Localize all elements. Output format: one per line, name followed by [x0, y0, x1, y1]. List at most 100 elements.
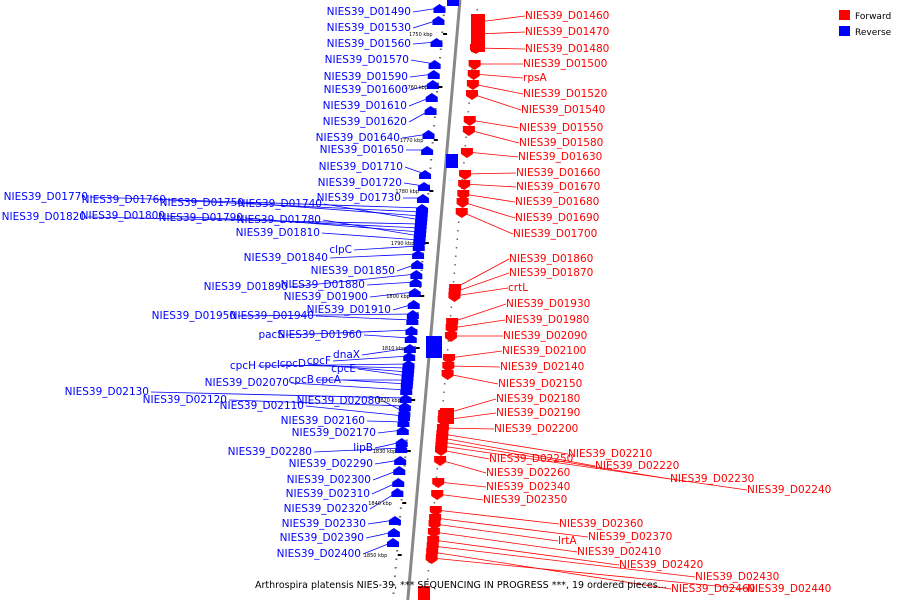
gene-label[interactable]: NIES39_D02300: [287, 474, 371, 486]
gene-label[interactable]: NIES39_D01800: [81, 210, 165, 222]
gene-label[interactable]: NIES39_D01560: [327, 38, 411, 50]
gene-label[interactable]: NIES39_D02100: [502, 345, 586, 357]
gene-label[interactable]: NIES39_D02260: [486, 467, 570, 479]
gene-label[interactable]: cpcE: [331, 363, 356, 375]
gene-label[interactable]: cpcF: [307, 355, 331, 367]
gene-label[interactable]: NIES39_D01650: [320, 144, 404, 156]
gene-label[interactable]: NIES39_D01580: [519, 137, 603, 149]
gene-label[interactable]: NIES39_D02360: [559, 518, 643, 530]
gene-label[interactable]: NIES39_D01820: [2, 211, 86, 223]
gene-label[interactable]: cpcB: [289, 374, 314, 386]
gene-label[interactable]: crtL: [508, 282, 528, 294]
gene-label[interactable]: NIES39_D02150: [498, 378, 582, 390]
gene-label[interactable]: NIES39_D01890: [204, 281, 288, 293]
gene-label[interactable]: NIES39_D01500: [523, 58, 607, 70]
gene-label[interactable]: NIES39_D01710: [319, 161, 403, 173]
gene-label[interactable]: NIES39_D02210: [568, 448, 652, 460]
gene-label[interactable]: NIES39_D02440: [747, 583, 831, 595]
gene-label[interactable]: cpcI: [259, 359, 280, 371]
gene-label[interactable]: pacS: [258, 329, 284, 341]
gene-label[interactable]: NIES39_D02370: [588, 531, 672, 543]
gene-label[interactable]: NIES39_D01670: [516, 181, 600, 193]
gene-label[interactable]: NIES39_D01470: [525, 26, 609, 38]
gene-label[interactable]: NIES39_D02410: [577, 546, 661, 558]
gene-label[interactable]: lrtA: [558, 535, 577, 547]
gene-label[interactable]: NIES39_D01790: [159, 212, 243, 224]
gene-label[interactable]: NIES39_D01490: [327, 6, 411, 18]
gene-label[interactable]: NIES39_D01590: [324, 71, 408, 83]
gene-label[interactable]: NIES39_D02340: [486, 481, 570, 493]
gene-label[interactable]: NIES39_D01880: [281, 279, 365, 291]
gene-label[interactable]: NIES39_D01730: [317, 192, 401, 204]
gene-label[interactable]: NIES39_D02220: [595, 460, 679, 472]
gene-label[interactable]: NIES39_D01530: [327, 22, 411, 34]
gene-label[interactable]: NIES39_D01810: [236, 227, 320, 239]
gene-label[interactable]: NIES39_D01900: [284, 291, 368, 303]
gene-label[interactable]: NIES39_D02390: [280, 532, 364, 544]
gene-label[interactable]: NIES39_D02190: [496, 407, 580, 419]
gene-label[interactable]: NIES39_D02330: [282, 518, 366, 530]
gene-label[interactable]: dnaX: [333, 349, 360, 361]
gene-label[interactable]: NIES39_D01680: [515, 196, 599, 208]
gene-label[interactable]: NIES39_D01570: [325, 54, 409, 66]
gene-label[interactable]: NIES39_D01780: [237, 214, 321, 226]
gene-label[interactable]: NIES39_D01860: [509, 253, 593, 265]
gene-label[interactable]: NIES39_D02290: [289, 458, 373, 470]
gene-label[interactable]: NIES39_D02280: [228, 446, 312, 458]
gene-label[interactable]: NIES39_D01620: [323, 116, 407, 128]
gene-label[interactable]: rpsA: [523, 72, 547, 84]
gene-label[interactable]: NIES39_D01700: [513, 228, 597, 240]
gene-label[interactable]: NIES39_D01610: [323, 100, 407, 112]
gene-label[interactable]: NIES39_D01940: [230, 310, 314, 322]
gene-label[interactable]: NIES39_D01840: [244, 252, 328, 264]
gene-label[interactable]: NIES39_D01960: [278, 329, 362, 341]
gene-label[interactable]: NIES39_D02310: [286, 488, 370, 500]
gene-label[interactable]: clpC: [329, 244, 352, 256]
gene-label[interactable]: NIES39_D01550: [519, 122, 603, 134]
gene-label[interactable]: NIES39_D02430: [695, 571, 779, 583]
gene-label[interactable]: NIES39_D01930: [506, 298, 590, 310]
gene-label[interactable]: NIES39_D01870: [509, 267, 593, 279]
gene-label[interactable]: NIES39_D02130: [65, 386, 149, 398]
gene-label[interactable]: NIES39_D02400: [277, 548, 361, 560]
gene-label[interactable]: NIES39_D02240: [747, 484, 831, 496]
gene-label[interactable]: NIES39_D01720: [318, 177, 402, 189]
gene-label[interactable]: NIES39_D02110: [220, 400, 304, 412]
gene-label[interactable]: NIES39_D01910: [307, 304, 391, 316]
gene-label[interactable]: NIES39_D01540: [521, 104, 605, 116]
gene-label[interactable]: NIES39_D01760: [82, 194, 166, 206]
gene-label[interactable]: NIES39_D01640: [316, 132, 400, 144]
gene-label[interactable]: NIES39_D02090: [503, 330, 587, 342]
gene-label[interactable]: NIES39_D02460: [671, 583, 755, 595]
gene-label[interactable]: NIES39_D01480: [525, 43, 609, 55]
gene-label[interactable]: NIES39_D02350: [483, 494, 567, 506]
gene-label[interactable]: NIES39_D02420: [619, 559, 703, 571]
gene-label[interactable]: NIES39_D01460: [525, 10, 609, 22]
gene-label[interactable]: NIES39_D01980: [505, 314, 589, 326]
gene-label[interactable]: NIES39_D01630: [518, 151, 602, 163]
gene-label[interactable]: NIES39_D02180: [496, 393, 580, 405]
gene-label[interactable]: NIES39_D01660: [516, 167, 600, 179]
gene-label[interactable]: NIES39_D02200: [494, 423, 578, 435]
gene-label[interactable]: NIES39_D02120: [143, 394, 227, 406]
gene-label[interactable]: cpcD: [280, 358, 306, 370]
gene-label[interactable]: NIES39_D02140: [500, 361, 584, 373]
gene-label[interactable]: NIES39_D02070: [205, 377, 289, 389]
gene-label[interactable]: cpcH: [230, 360, 256, 372]
gene-label[interactable]: NIES39_D01740: [238, 198, 322, 210]
gene-label[interactable]: NIES39_D02080: [297, 395, 381, 407]
gene-label[interactable]: NIES39_D01690: [515, 212, 599, 224]
gene-label[interactable]: NIES39_D01770: [4, 191, 88, 203]
gene-label[interactable]: NIES39_D01520: [523, 88, 607, 100]
gene-label[interactable]: NIES39_D02250: [489, 453, 573, 465]
gene-label[interactable]: NIES39_D01600: [324, 84, 408, 96]
gene-label[interactable]: NIES39_D02170: [292, 427, 376, 439]
gene-label[interactable]: NIES39_D01950: [152, 310, 236, 322]
gene-label[interactable]: NIES39_D02160: [281, 415, 365, 427]
gene-label[interactable]: lipB: [353, 442, 373, 454]
gene-label[interactable]: NIES39_D01850: [311, 265, 395, 277]
gene-label[interactable]: NIES39_D02320: [284, 503, 368, 515]
gene-label[interactable]: NIES39_D02230: [670, 473, 754, 485]
gene-label[interactable]: cpcA: [316, 374, 342, 386]
gene-label[interactable]: NIES39_D01750: [160, 197, 244, 209]
